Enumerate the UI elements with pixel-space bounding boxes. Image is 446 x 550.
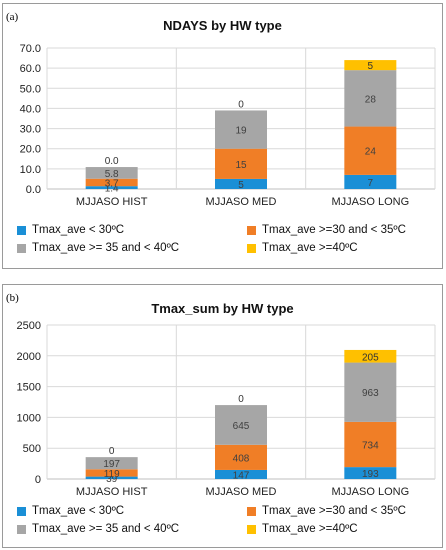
bar-segment	[215, 178, 267, 189]
data-label: 19	[235, 126, 247, 137]
y-tick-label: 0	[35, 474, 41, 486]
panel-label: (a)	[6, 11, 19, 23]
legend-label: Tmax_ave < 30ºC	[32, 224, 125, 236]
legend-swatch	[247, 507, 256, 516]
y-tick-label: 30.0	[20, 124, 41, 136]
data-label: 205	[362, 352, 379, 363]
y-tick-label: 70.0	[20, 43, 41, 55]
chart-plot-area: 0.010.020.030.040.050.060.070.01.43.75.8…	[20, 43, 436, 208]
data-label: 197	[103, 459, 120, 470]
data-label: 0	[238, 394, 244, 405]
chart-title: Tmax_sum by HW type	[151, 301, 294, 316]
bar-segment	[85, 457, 138, 470]
y-tick-label: 2000	[17, 351, 41, 363]
data-label: 3.7	[105, 178, 119, 189]
bar-segment	[215, 148, 267, 179]
bar-segment	[215, 405, 267, 445]
data-label: 15	[235, 160, 247, 171]
data-label: 645	[233, 421, 250, 432]
legend-label: Tmax_ave >= 35 and < 40ºC	[32, 523, 180, 535]
y-tick-label: 2500	[17, 320, 41, 332]
bar-segment	[85, 167, 138, 179]
legend-label: Tmax_ave >=40ºC	[262, 523, 358, 535]
data-label: 1.4	[105, 184, 119, 195]
bar-segment	[215, 469, 267, 479]
y-tick-label: 60.0	[20, 63, 41, 75]
data-label: 734	[362, 441, 379, 452]
chart-panel-b: (b) Tmax_sum by HW type 0 500 1000 1500 2000…	[2, 284, 443, 548]
data-label: 193	[362, 469, 379, 480]
legend-swatch	[247, 525, 256, 534]
legend-label: Tmax_ave >=40ºC	[262, 242, 358, 254]
bar-segment	[344, 421, 397, 468]
legend-swatch	[247, 244, 256, 253]
x-tick-label: MJJASO LONG	[332, 486, 410, 498]
bar-segment	[85, 476, 138, 479]
legend-label: Tmax_ave >= 35 and < 40ºC	[32, 242, 180, 254]
bar-segment	[344, 174, 397, 189]
bar-segment	[344, 126, 397, 175]
data-label: 119	[104, 469, 120, 480]
legend-swatch	[17, 525, 26, 534]
y-tick-label: 10.0	[20, 164, 41, 176]
x-tick-label: MJJASO HIST	[76, 486, 148, 498]
panel-label: (b)	[6, 292, 19, 304]
data-label: 24	[365, 147, 377, 158]
x-tick-label: MJJASO LONG	[332, 196, 410, 208]
bar-segment	[215, 110, 267, 149]
data-label: 0	[109, 446, 115, 457]
x-tick-label: MJJASO HIST	[76, 196, 148, 208]
legend-swatch	[17, 507, 26, 516]
data-label: 5	[238, 180, 244, 191]
chart-title: NDAYS by HW type	[163, 18, 282, 33]
bar-segment	[344, 60, 397, 71]
data-label: 28	[365, 94, 377, 105]
legend-swatch	[17, 226, 26, 235]
x-tick-label: MJJASO MED	[206, 196, 277, 208]
bar-segment	[85, 186, 138, 189]
y-tick-label: 1500	[17, 382, 41, 394]
y-tick-label: 1000	[17, 412, 41, 424]
bar-segment	[85, 178, 138, 187]
chart-panel-a: (a) NDAYS by HW type 0.0 10.0 20.0 30.0 40.0…	[2, 3, 443, 269]
data-label: 7	[368, 178, 374, 189]
bar-segment	[344, 70, 397, 127]
bar-segment	[215, 444, 267, 470]
data-label: 0	[238, 99, 244, 110]
y-tick-label: 40.0	[20, 103, 41, 115]
y-tick-label: 20.0	[20, 144, 41, 156]
data-label: 963	[362, 388, 379, 399]
data-label: 5	[368, 61, 374, 72]
x-tick-label: MJJASO MED	[206, 486, 277, 498]
data-label: 0.0	[105, 156, 119, 167]
y-tick-label: 50.0	[20, 83, 41, 95]
y-tick-label: 500	[23, 443, 41, 455]
data-label: 147	[233, 470, 250, 481]
bar-segment	[85, 469, 138, 477]
legend-swatch	[247, 226, 256, 235]
legend-swatch	[17, 244, 26, 253]
data-label: 5.8	[105, 169, 119, 180]
y-tick-label: 0.0	[26, 184, 41, 196]
bar-segment	[344, 467, 397, 479]
chart-legend: Tmax_ave < 30ºC Tmax_ave >=30 and < 35ºC…	[17, 503, 438, 537]
bar-segment	[344, 349, 397, 363]
bar-segment	[344, 362, 397, 422]
data-label: 408	[233, 453, 250, 464]
chart-legend: Tmax_ave < 30ºC Tmax_ave >=30 and < 35ºC…	[17, 222, 438, 256]
legend-label: Tmax_ave >=30 and < 35ºC	[262, 505, 406, 517]
data-label: 39	[106, 474, 118, 485]
legend-label: Tmax_ave < 30ºC	[32, 505, 125, 517]
legend-label: Tmax_ave >=30 and < 35ºC	[262, 224, 406, 236]
